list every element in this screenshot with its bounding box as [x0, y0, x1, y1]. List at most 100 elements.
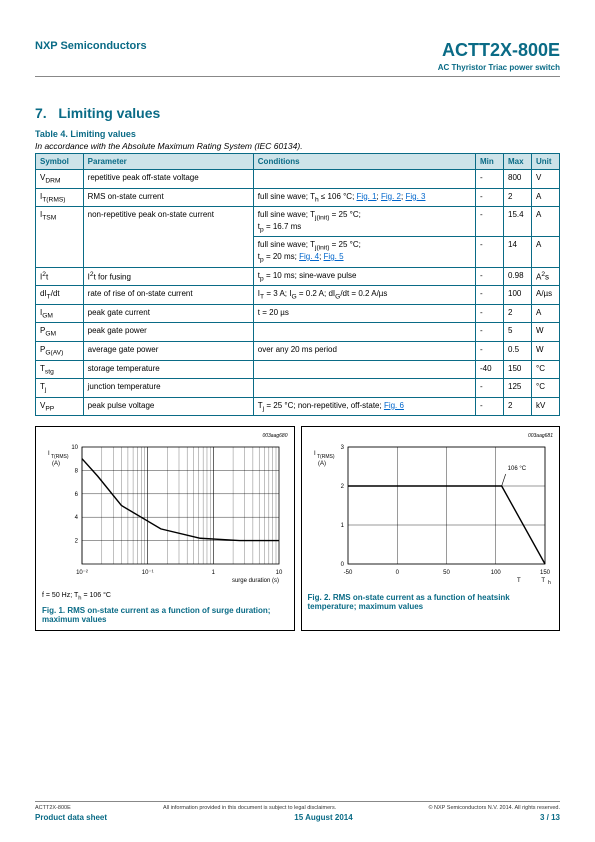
- cell-max: 100: [504, 286, 532, 305]
- svg-text:150: 150: [539, 570, 550, 576]
- cell-min: -40: [476, 360, 504, 379]
- table-row: dIT/dt rate of rise of on-state current …: [36, 286, 560, 305]
- section-title: 7. Limiting values: [35, 105, 560, 121]
- cell-symbol: PGM: [36, 323, 84, 342]
- product-code: ACTT2X-800E: [438, 40, 560, 61]
- cell-cond: over any 20 ms period: [253, 341, 475, 360]
- footer-date: 15 August 2014: [294, 813, 352, 822]
- product-subtitle: AC Thyristor Triac power switch: [438, 63, 560, 72]
- cell-param: peak pulse voltage: [83, 397, 253, 416]
- svg-text:6: 6: [75, 492, 79, 498]
- svg-text:8: 8: [75, 469, 79, 475]
- svg-text:T: T: [517, 578, 521, 584]
- table-row: IGM peak gate current t = 20 µs - 2 A: [36, 304, 560, 323]
- svg-text:4: 4: [75, 516, 79, 522]
- cell-unit: V: [532, 170, 560, 189]
- figure-1-box: 003aag680 24681010⁻²10⁻¹110surge duratio…: [35, 426, 295, 630]
- cell-unit: A: [532, 207, 560, 237]
- table-row: Tstg storage temperature -40 150 °C: [36, 360, 560, 379]
- cell-max: 0.98: [504, 267, 532, 286]
- table-row: PGM peak gate power - 5 W: [36, 323, 560, 342]
- cell-cond: [253, 360, 475, 379]
- cell-symbol: PG(AV): [36, 341, 84, 360]
- table-header: Min: [476, 154, 504, 170]
- cell-unit: A: [532, 304, 560, 323]
- cell-unit: °C: [532, 360, 560, 379]
- svg-text:0: 0: [340, 562, 344, 568]
- chart-1-svg: 24681010⁻²10⁻¹110surge duration (s)IT(RM…: [42, 439, 287, 589]
- cell-unit: A: [532, 188, 560, 207]
- company-name: NXP Semiconductors: [35, 40, 147, 52]
- svg-text:10⁻²: 10⁻²: [76, 570, 88, 576]
- cell-unit: kV: [532, 397, 560, 416]
- svg-text:2: 2: [75, 539, 79, 545]
- cell-cond: t = 20 µs: [253, 304, 475, 323]
- svg-text:10: 10: [71, 445, 78, 451]
- limiting-values-table: SymbolParameterConditionsMinMaxUnit VDRM…: [35, 153, 560, 416]
- section-name: Limiting values: [58, 105, 160, 121]
- table-header: Max: [504, 154, 532, 170]
- cell-symbol: VPP: [36, 397, 84, 416]
- cell-param: peak gate current: [83, 304, 253, 323]
- cell-min: -: [476, 304, 504, 323]
- svg-text:50: 50: [443, 570, 450, 576]
- section-number: 7.: [35, 105, 47, 121]
- cell-param: non-repetitive peak on-state current: [83, 207, 253, 267]
- cell-max: 2: [504, 304, 532, 323]
- footer-product: ACTT2X-800E: [35, 805, 71, 811]
- cell-max: 150: [504, 360, 532, 379]
- cell-max: 15.4: [504, 207, 532, 237]
- cell-param: repetitive peak off-state voltage: [83, 170, 253, 189]
- page-footer: ACTT2X-800E All information provided in …: [35, 801, 560, 822]
- cell-symbol: Tj: [36, 379, 84, 398]
- cell-max: 0.5: [504, 341, 532, 360]
- footer-copyright: © NXP Semiconductors N.V. 2014. All righ…: [428, 805, 560, 811]
- table-row: VPP peak pulse voltage Tj = 25 °C; non-r…: [36, 397, 560, 416]
- svg-text:3: 3: [340, 445, 344, 451]
- cell-min: -: [476, 341, 504, 360]
- chart-2-svg: -500501001500123Th (°C)TIT(RMS)(A)106 °C: [308, 439, 553, 589]
- table-caption: In accordance with the Absolute Maximum …: [35, 141, 560, 151]
- cell-unit: A2s: [532, 267, 560, 286]
- svg-text:h: h: [548, 580, 551, 586]
- cell-cond: tp = 10 ms; sine-wave pulse: [253, 267, 475, 286]
- cell-min: -: [476, 188, 504, 207]
- cell-param: rate of rise of on-state current: [83, 286, 253, 305]
- table-row: Tj junction temperature - 125 °C: [36, 379, 560, 398]
- cell-param: RMS on-state current: [83, 188, 253, 207]
- svg-text:-50: -50: [343, 570, 352, 576]
- svg-text:surge duration (s): surge duration (s): [232, 578, 279, 584]
- cell-param: junction temperature: [83, 379, 253, 398]
- cell-max: 2: [504, 397, 532, 416]
- cell-min: -: [476, 397, 504, 416]
- svg-text:I: I: [48, 451, 50, 457]
- cell-unit: W: [532, 341, 560, 360]
- cell-unit: A/µs: [532, 286, 560, 305]
- cell-cond: IT = 3 A; IG = 0.2 A; dIG/dt = 0.2 A/µs: [253, 286, 475, 305]
- svg-text:T(RMS): T(RMS): [51, 454, 69, 460]
- cell-unit: A: [532, 237, 560, 267]
- cell-max: 2: [504, 188, 532, 207]
- cell-param: average gate power: [83, 341, 253, 360]
- svg-text:106 °C: 106 °C: [507, 466, 526, 472]
- table-header: Conditions: [253, 154, 475, 170]
- cell-cond: full sine wave; Tj(init) = 25 °C;tp = 16…: [253, 207, 475, 237]
- svg-text:T: T: [541, 578, 545, 584]
- cell-max: 5: [504, 323, 532, 342]
- page-header: NXP Semiconductors ACTT2X-800E AC Thyris…: [35, 40, 560, 77]
- cell-symbol: IT(RMS): [36, 188, 84, 207]
- footer-disclaimer: All information provided in this documen…: [163, 805, 336, 811]
- cell-max: 14: [504, 237, 532, 267]
- table-row: ITSM non-repetitive peak on-state curren…: [36, 207, 560, 237]
- svg-text:T(RMS): T(RMS): [317, 454, 335, 460]
- cell-unit: W: [532, 323, 560, 342]
- cell-cond: Tj = 25 °C; non-repetitive, off-state; F…: [253, 397, 475, 416]
- svg-text:2: 2: [340, 484, 344, 490]
- fig1-caption: Fig. 1. RMS on-state current as a functi…: [42, 606, 288, 624]
- svg-text:100: 100: [490, 570, 501, 576]
- cell-min: -: [476, 207, 504, 237]
- cell-symbol: I2t: [36, 267, 84, 286]
- table-header: Unit: [532, 154, 560, 170]
- cell-symbol: Tstg: [36, 360, 84, 379]
- svg-text:(A): (A): [318, 461, 326, 467]
